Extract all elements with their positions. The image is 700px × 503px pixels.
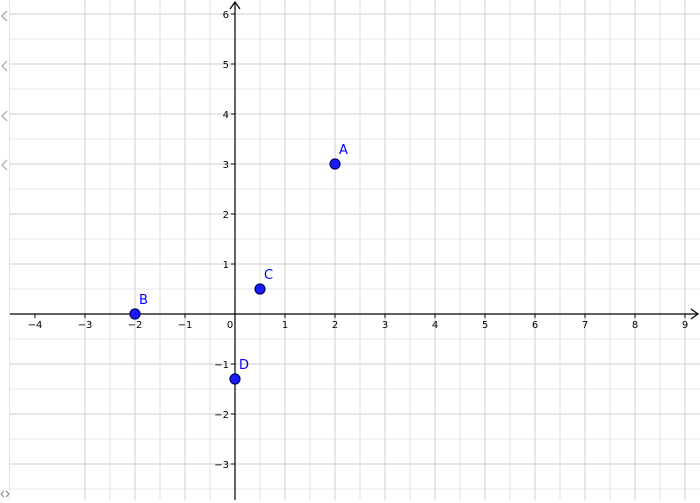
point-a[interactable]: A (329, 143, 348, 170)
x-tick-label: 7 (582, 320, 588, 331)
x-tick-label: 2 (332, 320, 338, 331)
point-marker[interactable] (129, 308, 141, 320)
y-tick-label: 4 (223, 110, 229, 121)
x-tick-label: −4 (28, 320, 43, 331)
chevron-left-icon[interactable] (0, 60, 8, 72)
chevron-left-icon[interactable] (0, 10, 8, 22)
point-marker[interactable] (254, 283, 266, 295)
y-tick-label: 2 (223, 210, 229, 221)
chevron-left-right-icon[interactable] (0, 484, 10, 498)
chevron-left-icon[interactable] (0, 159, 8, 171)
grid (10, 0, 700, 500)
x-tick-label: 8 (632, 320, 638, 331)
chevron-left-icon[interactable] (0, 110, 8, 122)
point-label: B (139, 293, 148, 308)
point-d[interactable]: D (229, 358, 249, 385)
x-tick-label: 3 (382, 320, 388, 331)
tick-labels: −4 −3 −2 −1 0 1 2 3 4 5 6 7 8 9 −3 −2 −1 1 2 3 4 5 6 (28, 10, 689, 471)
axes (10, 0, 700, 500)
side-panel-strip (0, 0, 10, 500)
point-label: D (239, 358, 249, 373)
point-label: A (339, 143, 348, 158)
point-b[interactable]: B (129, 293, 148, 320)
points[interactable]: A B C D (129, 143, 348, 385)
point-marker[interactable] (329, 158, 341, 170)
y-tick-label: 3 (223, 160, 229, 171)
x-tick-label: −2 (128, 320, 143, 331)
point-c[interactable]: C (254, 268, 273, 295)
y-tick-label: −2 (214, 410, 229, 421)
y-tick-label: 6 (223, 10, 229, 21)
x-tick-label: 5 (482, 320, 488, 331)
x-tick-label: 1 (282, 320, 288, 331)
y-axis-arrow (229, 0, 241, 10)
y-tick-label: 1 (223, 260, 229, 271)
x-tick-label: 0 (227, 320, 233, 331)
x-tick-label: 9 (682, 320, 688, 331)
graphics-view[interactable]: −4 −3 −2 −1 0 1 2 3 4 5 6 7 8 9 −3 −2 −1 1 2 3 4 5 6 A B C D (10, 0, 700, 500)
x-tick-label: −3 (78, 320, 93, 331)
y-tick-label: 5 (223, 60, 229, 71)
point-label: C (264, 268, 273, 283)
x-tick-label: 4 (432, 320, 438, 331)
y-tick-label: −3 (214, 460, 229, 471)
x-tick-label: −1 (178, 320, 193, 331)
y-tick-label: −1 (214, 360, 229, 371)
point-marker[interactable] (229, 373, 241, 385)
x-tick-label: 6 (532, 320, 538, 331)
x-axis-arrow (690, 308, 700, 320)
